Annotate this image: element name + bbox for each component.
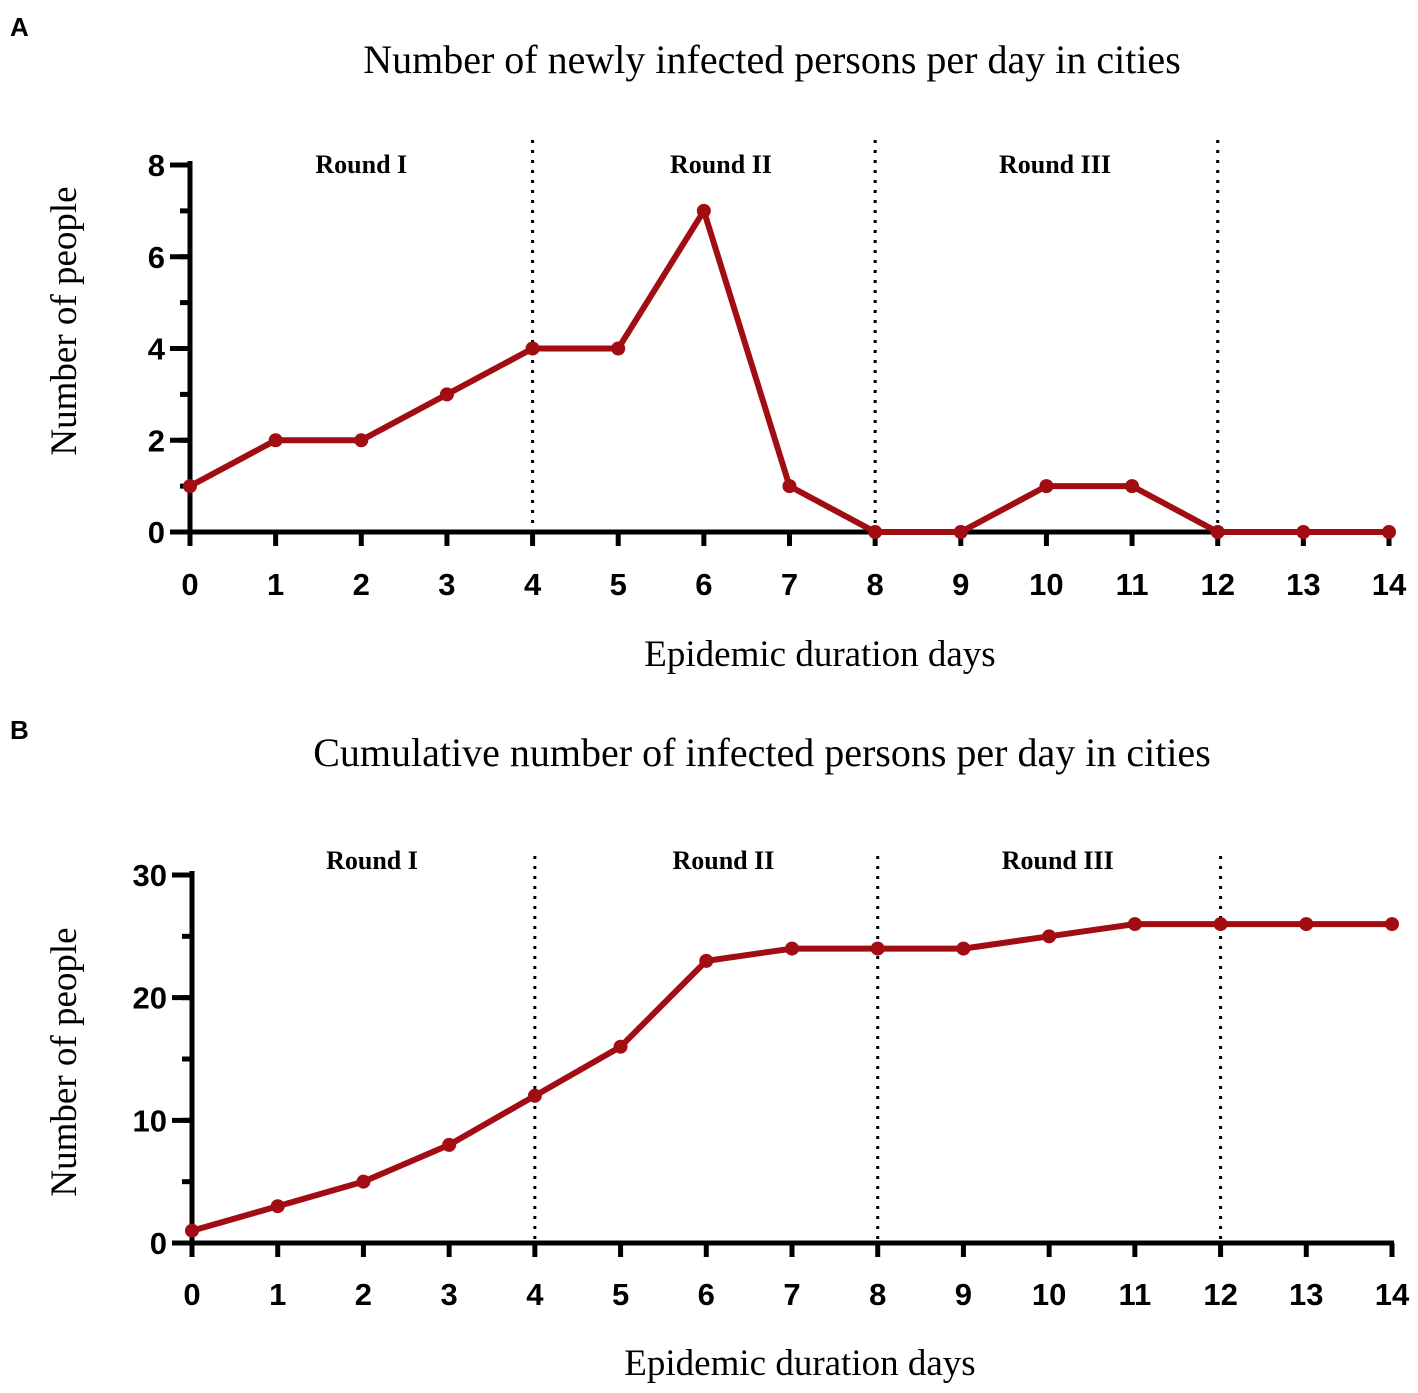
panel-a-x-tick-label: 13 xyxy=(1286,567,1320,602)
panel-b-x-tick-label: 5 xyxy=(612,1277,629,1312)
panel-b-x-tick-label: 13 xyxy=(1289,1277,1323,1312)
panel-a-data-point xyxy=(611,341,626,356)
panel-a-x-tick-label: 7 xyxy=(781,567,798,602)
panel-a-x-tick-label: 1 xyxy=(267,567,284,602)
panel-a-data-point xyxy=(1382,525,1396,539)
panel-a-x-tick-label: 10 xyxy=(1029,567,1063,602)
panel-b-data-point xyxy=(356,1174,371,1189)
panel-b-x-tick-label: 8 xyxy=(869,1277,886,1312)
panel-b-data-point xyxy=(270,1199,285,1214)
panel-b-y-tick-label: 30 xyxy=(133,858,167,893)
panel-b-y-tick-label: 20 xyxy=(133,981,167,1016)
panel-b-x-tick-label: 6 xyxy=(698,1277,715,1312)
panel-a-data-point xyxy=(1296,525,1311,539)
panel-a-y-axis-title: Number of people xyxy=(44,186,85,455)
panel-a-x-axis-title: Epidemic duration days xyxy=(644,634,995,675)
panel-a-y-tick-label: 4 xyxy=(148,332,166,367)
panel-a-label: A xyxy=(10,12,29,42)
panel-a-x-tick-label: 11 xyxy=(1116,567,1149,602)
panel-b-data-point xyxy=(1042,929,1057,944)
panel-a-y-tick-label: 2 xyxy=(148,423,165,458)
panel-b-x-tick-label: 1 xyxy=(269,1277,286,1312)
panel-a-x-tick-label: 5 xyxy=(610,567,627,602)
panel-b-data-point xyxy=(1213,917,1228,932)
panel-a-data-point xyxy=(1210,525,1225,539)
panel-a-title: Number of newly infected persons per day… xyxy=(363,37,1181,82)
panel-b-data-point xyxy=(185,1223,199,1238)
panel-a-x-tick-label: 4 xyxy=(524,567,542,602)
panel-a-data-point xyxy=(868,525,883,539)
panel-a-data-point xyxy=(782,479,797,494)
panel-b-data-point xyxy=(1385,917,1399,932)
panel-b-data-point xyxy=(870,941,885,956)
panel-b-y-tick-label: 10 xyxy=(133,1103,167,1138)
panel-b-x-tick-label: 11 xyxy=(1118,1277,1151,1312)
panel-b-x-axis-title: Epidemic duration days xyxy=(624,1343,975,1384)
panel-b-data-point xyxy=(785,941,799,956)
panel-b-x-tick-label: 9 xyxy=(955,1277,972,1312)
panel-b-series-line xyxy=(189,921,1395,1234)
panel-a-data-point xyxy=(183,479,197,494)
panel-a-data-point xyxy=(953,525,968,539)
panel-a: A Number of newly infected persons per d… xyxy=(10,12,1407,675)
panel-a-y-tick-label: 8 xyxy=(148,148,165,183)
panel-b-y-axis-title: Number of people xyxy=(44,927,85,1196)
panel-a-data-point xyxy=(268,433,283,448)
panel-a-round-label: Round II xyxy=(670,150,772,179)
panel-a-data-point xyxy=(354,433,369,448)
panel-b-y-tick-label: 0 xyxy=(150,1226,167,1261)
panel-a-data-point xyxy=(525,341,540,356)
panel-b-x-tick-label: 10 xyxy=(1032,1277,1066,1312)
panel-a-x-tick-label: 3 xyxy=(438,567,455,602)
panel-b-round-label: Round I xyxy=(326,846,418,875)
panel-a-round-label: Round III xyxy=(999,150,1111,179)
panel-b-data-point xyxy=(699,953,714,968)
panel-a-x-tick-label: 14 xyxy=(1372,567,1407,602)
panel-a-x-tick-label: 2 xyxy=(353,567,370,602)
panel-b-title: Cumulative number of infected persons pe… xyxy=(313,730,1211,775)
panel-b-data-point xyxy=(527,1088,542,1103)
panel-b-x-tick-label: 4 xyxy=(526,1277,544,1312)
panel-a-x-tick-label: 8 xyxy=(867,567,884,602)
panel-b-data-point xyxy=(613,1039,628,1054)
panel-a-x-tick-label: 9 xyxy=(952,567,969,602)
panel-b-data-point xyxy=(1127,917,1142,932)
panel-b-data-point xyxy=(956,941,971,956)
panel-b-data-point xyxy=(1299,917,1314,932)
panel-b-x-tick-label: 12 xyxy=(1203,1277,1237,1312)
panel-a-data-point xyxy=(1125,479,1140,494)
panel-a-x-tick-label: 12 xyxy=(1200,567,1234,602)
panel-b-x-tick-label: 2 xyxy=(355,1277,372,1312)
panel-b-round-label: Round II xyxy=(672,846,774,875)
panel-a-data-point xyxy=(1039,479,1054,494)
panel-a-x-tick-label: 0 xyxy=(181,567,198,602)
panel-a-data-point xyxy=(696,203,711,218)
panel-b-x-tick-label: 0 xyxy=(183,1277,200,1312)
panel-b-round-label: Round III xyxy=(1002,846,1114,875)
panel-b-x-tick-label: 3 xyxy=(441,1277,458,1312)
panel-a-x-tick-label: 6 xyxy=(695,567,712,602)
panel-a-data-point xyxy=(439,387,454,402)
panel-b-x-tick-label: 7 xyxy=(783,1277,800,1312)
panel-a-y-tick-label: 6 xyxy=(148,240,165,275)
panel-a-round-label: Round I xyxy=(315,150,407,179)
panel-a-y-tick-label: 0 xyxy=(148,515,165,550)
panel-b-x-tick-label: 14 xyxy=(1375,1277,1410,1312)
panel-b: B Cumulative number of infected persons … xyxy=(10,715,1410,1384)
panel-b-label: B xyxy=(10,715,29,745)
panel-b-data-point xyxy=(442,1137,457,1152)
